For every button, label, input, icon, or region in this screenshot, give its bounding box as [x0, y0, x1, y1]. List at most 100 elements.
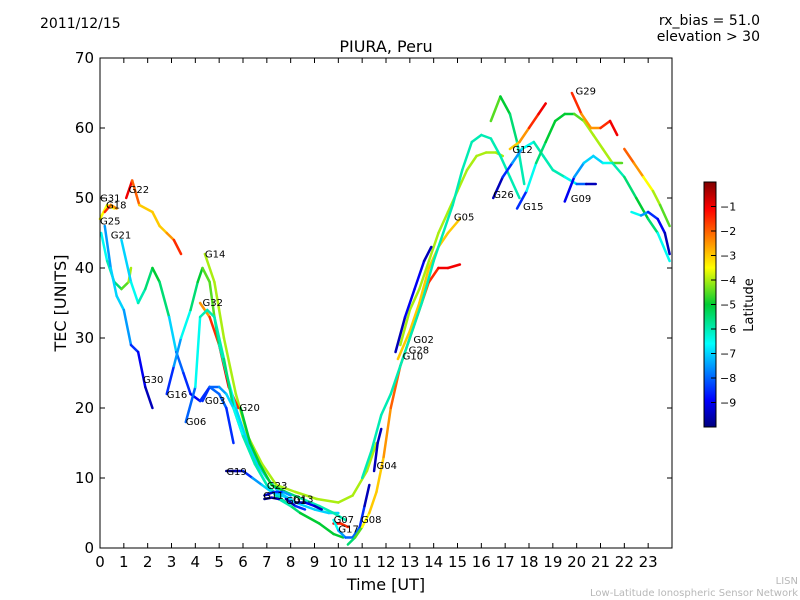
- series-segment: [382, 406, 393, 459]
- series-segment: [337, 494, 354, 504]
- series-segment: [534, 140, 547, 165]
- date-label: 2011/12/15: [40, 16, 121, 32]
- series-segment: [198, 308, 209, 319]
- series-segment: [394, 315, 407, 354]
- series-segment: [630, 210, 643, 217]
- series-segment: [563, 175, 576, 203]
- series-segment: [408, 301, 423, 340]
- y-tick-label: 40: [75, 259, 94, 277]
- colorbar-tick-label: −9: [720, 397, 736, 410]
- series-segment: [363, 483, 371, 508]
- series-g13: [294, 501, 323, 511]
- series-segment: [279, 494, 292, 501]
- series-g27: [508, 102, 547, 151]
- series-segment: [582, 119, 595, 137]
- series-segment: [260, 462, 278, 487]
- series-segment: [167, 315, 178, 354]
- series-segment: [251, 476, 264, 487]
- series-segment: [403, 287, 416, 319]
- x-tick-label: 1: [119, 553, 129, 571]
- series-segment: [103, 203, 112, 214]
- x-axis-label: Time [UT]: [346, 575, 425, 594]
- satellite-label: G08: [361, 515, 381, 526]
- series-segment: [515, 189, 528, 210]
- series-segment: [122, 308, 133, 347]
- series-segment: [525, 161, 538, 193]
- satellite-label: G32: [202, 298, 222, 309]
- series-segment: [113, 280, 123, 291]
- series-segment: [508, 140, 521, 151]
- series-segment: [601, 147, 614, 165]
- series-segment: [389, 364, 402, 396]
- satellite-label: G05: [454, 212, 474, 223]
- series-segment: [144, 266, 154, 291]
- series-segment: [196, 266, 204, 284]
- series-segment: [241, 469, 254, 480]
- series-segment: [656, 217, 667, 235]
- y-tick-label: 10: [75, 469, 94, 487]
- series-segment: [194, 315, 202, 389]
- series-segment: [563, 175, 578, 186]
- footer-org-short: LISN: [775, 576, 798, 587]
- series-segment: [437, 210, 450, 235]
- colorbar-tick-label: −4: [720, 274, 736, 287]
- series-segment: [553, 112, 566, 123]
- satellite-label: G22: [129, 185, 149, 196]
- series-g16: [165, 266, 340, 515]
- series-g21: [103, 224, 154, 410]
- series-g02: [399, 151, 505, 347]
- series-segment: [420, 259, 435, 305]
- satellite-label: G28: [409, 345, 429, 356]
- satellite-label: G18: [106, 201, 126, 212]
- series-segment: [206, 308, 216, 319]
- satellite-label: G21: [111, 231, 131, 242]
- series-segment: [198, 301, 211, 319]
- satellite-label: G26: [493, 190, 513, 201]
- series-segment: [351, 469, 369, 497]
- series-segment: [408, 287, 421, 312]
- plot-frame: [99, 57, 673, 549]
- chart-title: PIURA, Peru: [339, 37, 433, 56]
- series-segment: [129, 280, 140, 305]
- x-tick-label: 20: [567, 553, 586, 571]
- series-segment: [396, 329, 412, 361]
- series-segment: [151, 266, 161, 284]
- x-tick-label: 3: [167, 553, 177, 571]
- series-segment: [332, 518, 340, 532]
- y-tick-label: 30: [75, 329, 94, 347]
- series-segment: [124, 179, 134, 200]
- series-segment: [642, 175, 655, 193]
- series-segment: [318, 504, 335, 515]
- series-segment: [172, 336, 183, 368]
- series-segment: [258, 462, 273, 487]
- satellite-label: G13: [293, 495, 313, 506]
- series-segment: [527, 112, 540, 130]
- series-segment: [332, 511, 347, 522]
- satellite-label: G15: [523, 202, 543, 213]
- series-segment: [422, 245, 433, 263]
- satellite-label: G17: [338, 525, 358, 536]
- series-segment: [658, 203, 671, 228]
- footer-org-name: Low-Latitude Ionospheric Sensor Network: [590, 588, 798, 599]
- series-segment: [346, 536, 357, 546]
- series-segment: [623, 175, 638, 200]
- series-g29: [570, 91, 619, 137]
- series-segment: [441, 203, 454, 235]
- series-segment: [461, 140, 474, 172]
- series-segment: [189, 280, 199, 312]
- y-tick-label: 70: [75, 49, 94, 67]
- series-segment: [499, 154, 512, 179]
- series-segment: [138, 203, 154, 214]
- series-segment: [418, 266, 431, 305]
- series-segment: [427, 266, 440, 284]
- series-segment: [520, 140, 536, 151]
- series-g17: [332, 483, 371, 539]
- colorbar-tick-label: −1: [720, 201, 736, 214]
- series-segment: [241, 434, 257, 466]
- x-tick-label: 0: [95, 553, 105, 571]
- series-segment: [663, 231, 671, 256]
- series-segment: [244, 434, 259, 466]
- series-segment: [158, 280, 171, 319]
- series-g03: [201, 385, 292, 508]
